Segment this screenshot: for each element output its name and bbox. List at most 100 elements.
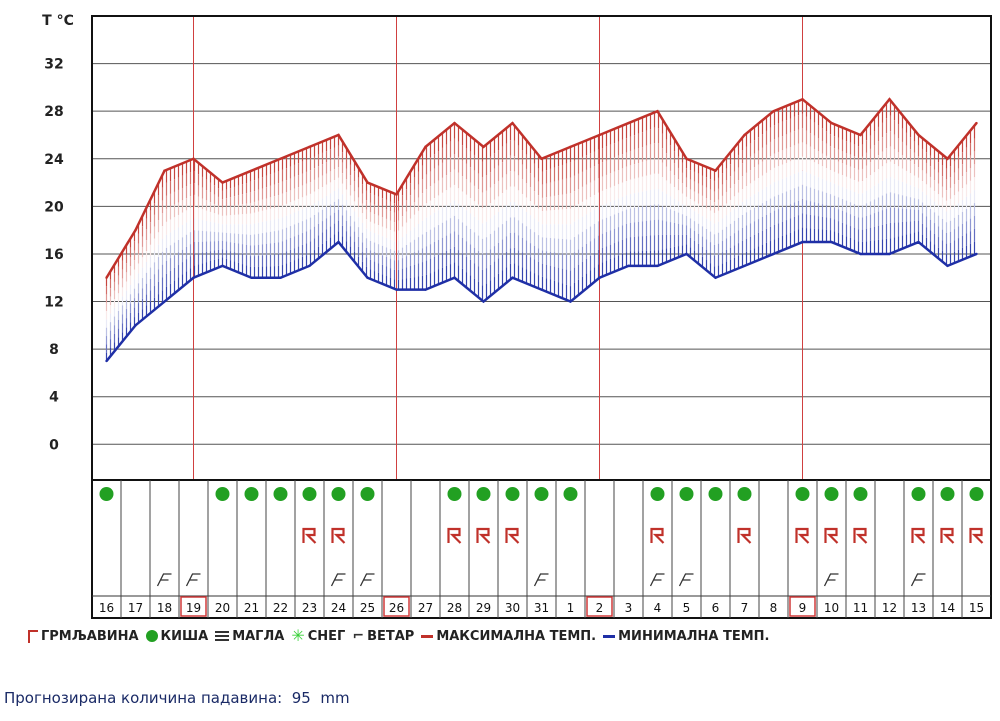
series-min-temp-line-point bbox=[743, 264, 746, 268]
rain-icon bbox=[302, 487, 317, 501]
y-tick-label-0: 0 bbox=[49, 437, 59, 453]
legend-storm: ГРМЉАВИНА bbox=[28, 629, 139, 644]
wind-icon bbox=[649, 573, 665, 587]
day-label-27: 27 bbox=[418, 601, 433, 615]
series-max-temp-line-point bbox=[511, 121, 514, 125]
day-label-13: 13 bbox=[911, 601, 926, 615]
series-min-temp-line-point bbox=[424, 288, 427, 291]
legend-wind: ⌐ ВЕТАР bbox=[352, 628, 414, 644]
day-label-21: 21 bbox=[244, 601, 259, 615]
storm-icon bbox=[505, 527, 520, 544]
series-min-temp-line-point bbox=[105, 359, 108, 363]
y-tick-label-4: 4 bbox=[49, 390, 59, 406]
day-label-19: 19 bbox=[186, 601, 201, 615]
series-min-temp-line-point bbox=[627, 264, 630, 268]
series-max-temp-line-point bbox=[801, 98, 804, 101]
wind-icon: ⌐ bbox=[352, 628, 365, 644]
day-highlight-19 bbox=[180, 596, 207, 617]
rain-icon bbox=[563, 487, 578, 501]
max-line-icon bbox=[421, 634, 434, 638]
rain-icon bbox=[940, 487, 955, 501]
series-min-temp-line-point bbox=[569, 300, 572, 303]
storm-icon bbox=[795, 527, 810, 544]
series-min-temp-line-point bbox=[946, 264, 949, 268]
series-max-temp-line-point bbox=[540, 157, 543, 160]
legend-rain-label: КИША bbox=[160, 628, 209, 644]
chart-legend: ГРМЉАВИНА КИША МАГЛА ✳ СНЕГ ⌐ ВЕТАР МАКС… bbox=[28, 626, 776, 646]
precipitation-label: Прогнозирана количина падавина: bbox=[4, 689, 283, 707]
rain-icon bbox=[476, 487, 491, 501]
legend-fog-label: МАГЛА bbox=[232, 628, 285, 644]
day-label-26: 26 bbox=[389, 601, 404, 615]
y-tick-label-8: 8 bbox=[49, 342, 59, 358]
day-label-7: 7 bbox=[741, 601, 749, 615]
storm-icon bbox=[940, 527, 955, 544]
legend-fog: МАГЛА bbox=[215, 629, 284, 644]
rain-icon bbox=[273, 487, 288, 501]
storm-icon bbox=[853, 527, 868, 544]
series-min-temp-line-point bbox=[308, 264, 311, 268]
min-line-icon bbox=[603, 634, 616, 638]
series-max-temp-line-point bbox=[888, 98, 891, 101]
legend-snow-label: СНЕГ bbox=[307, 628, 346, 644]
rain-icon bbox=[824, 487, 839, 501]
y-tick-label-16: 16 bbox=[44, 247, 63, 263]
precipitation-value: 95 bbox=[291, 689, 311, 707]
legend-wind-label: ВЕТАР bbox=[367, 628, 415, 644]
weather-strip-frame bbox=[91, 479, 992, 619]
series-max-temp-line-point bbox=[569, 145, 572, 149]
day-label-10: 10 bbox=[824, 601, 839, 615]
series-max-temp-line-point bbox=[105, 276, 108, 279]
day-label-20: 20 bbox=[215, 601, 230, 615]
rain-icon bbox=[215, 487, 230, 501]
day-label-6: 6 bbox=[712, 601, 720, 615]
series-min-temp-line-point bbox=[830, 240, 833, 244]
legend-min: МИНИМАЛНА ТЕМП. bbox=[603, 629, 769, 644]
legend-min-label: МИНИМАЛНА ТЕМП. bbox=[618, 628, 770, 644]
rain-icon bbox=[737, 487, 752, 501]
series-min-temp-line-point bbox=[453, 276, 456, 279]
rain-icon bbox=[99, 487, 114, 501]
rain-icon bbox=[534, 487, 549, 501]
day-label-4: 4 bbox=[654, 601, 662, 615]
day-highlight-26 bbox=[383, 596, 410, 617]
series-min-temp-line-point bbox=[279, 276, 282, 279]
series-min-temp-line-point bbox=[656, 264, 659, 268]
series-max-temp-line-point bbox=[743, 133, 746, 137]
snow-icon: ✳ bbox=[291, 626, 305, 645]
legend-storm-label: ГРМЉАВИНА bbox=[41, 628, 139, 644]
wind-icon bbox=[330, 573, 346, 587]
storm-icon bbox=[331, 527, 346, 544]
wind-icon bbox=[156, 573, 172, 587]
day-highlight-2 bbox=[586, 596, 613, 617]
series-min-temp-line-point bbox=[337, 240, 340, 244]
y-tick-label-32: 32 bbox=[44, 57, 63, 73]
series-min-temp-line-point bbox=[772, 252, 775, 256]
wind-icon bbox=[185, 573, 201, 587]
series-min-temp-line-point bbox=[801, 240, 804, 244]
day-highlight-9 bbox=[789, 596, 816, 617]
day-label-8: 8 bbox=[770, 601, 778, 615]
series-max-temp-line-point bbox=[308, 145, 311, 149]
day-label-15: 15 bbox=[969, 601, 984, 615]
day-label-28: 28 bbox=[447, 601, 462, 615]
series-min-temp-line-point bbox=[975, 252, 978, 256]
series-min-temp-line-point bbox=[482, 300, 485, 303]
rain-icon bbox=[505, 487, 520, 501]
storm-icon bbox=[911, 527, 926, 544]
day-label-22: 22 bbox=[273, 601, 288, 615]
series-min-temp-line-point bbox=[888, 252, 891, 256]
rain-icon bbox=[331, 487, 346, 501]
series-max-temp-line-point bbox=[946, 157, 949, 160]
series-min-temp-line-point bbox=[859, 252, 862, 256]
day-label-16: 16 bbox=[99, 601, 114, 615]
rain-icon bbox=[911, 487, 926, 501]
series-min-temp-line-point bbox=[221, 264, 224, 268]
series-max-temp-line-point bbox=[424, 145, 427, 149]
series-max-temp-line-point bbox=[685, 157, 688, 160]
series-max-temp-line-point bbox=[192, 157, 195, 160]
series-min-temp-line-point bbox=[250, 276, 253, 279]
day-label-3: 3 bbox=[625, 601, 633, 615]
storm-icon bbox=[447, 527, 462, 544]
